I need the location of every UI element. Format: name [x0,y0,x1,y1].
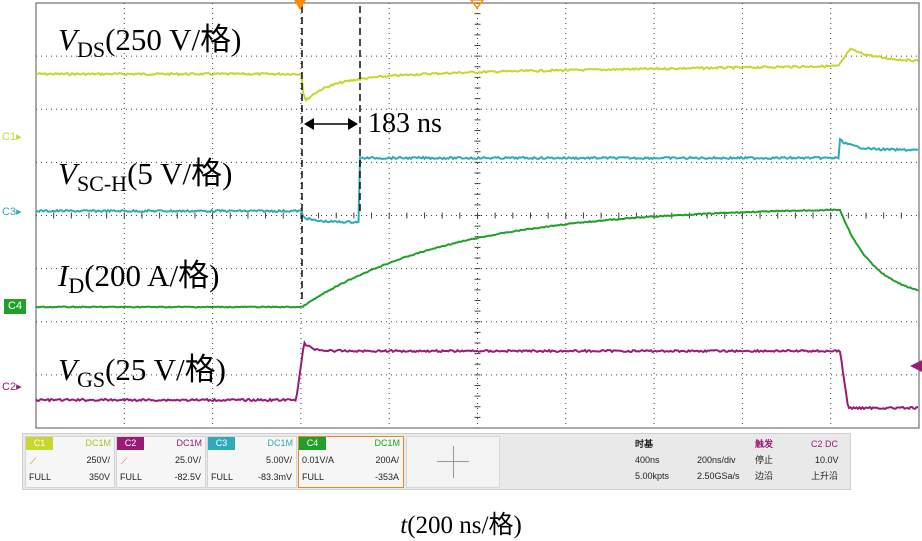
vsch-label: VSC-H(5 V/格) [58,156,233,196]
delay-label: 183 ns [368,108,442,139]
status-bar: C1 DC1M ⟋ 250V/ FULL 350V C2 DC1M ⟋ 25.0… [22,433,851,490]
ch4-offset: -353A [374,472,399,482]
delay-arrowhead-left [304,118,314,130]
ch3-scale: 5.00V/ [265,455,292,465]
ch2-slope-icon: ⟋ [121,456,128,466]
trigger-type: 边沿 [755,471,774,481]
ch4-info[interactable]: C4 DC1M 0.01V/A 200A/ FULL -353A [298,436,404,488]
center-marker-icon [470,0,484,10]
ch4-probe: 0.01V/A [302,455,335,465]
ch4-marker[interactable]: C4 [4,299,27,314]
vgs-trace [35,340,919,411]
ch4-tag: C4 [299,437,326,450]
trigger-state: 停止 [755,455,774,465]
add-channel-button[interactable] [406,436,500,488]
ch1-scale: 250V/ [86,455,110,465]
timebase-delay: 400ns [635,455,660,465]
ch2-marker[interactable]: C2▸ [2,381,22,393]
scope-display: VDS(250 V/格) VSC-H(5 V/格) ID(200 A/格) VG… [2,0,922,429]
trigger-source: C2 DC [811,439,839,449]
ch4-scale: 200A/ [375,455,399,465]
ch3-marker[interactable]: C3▸ [2,206,22,218]
ch3-tag: C3 [208,437,235,450]
trigger-position-icon [294,0,306,10]
ch4-mode: FULL [302,472,325,482]
ch1-marker[interactable]: C1▸ [2,131,22,143]
timebase-trigger-panel[interactable]: 时基 400ns 200ns/div 5.00kpts 2.50GSa/s 触发… [631,436,846,486]
plus-icon-v [453,446,454,478]
ch3-mode: FULL [211,472,234,482]
ch2-tag: C2 [117,437,144,450]
ch1-mode: FULL [29,472,52,482]
vds-trace [35,47,919,103]
timebase-rate: 2.50GSa/s [697,471,740,481]
ch4-coupling: DC1M [374,438,400,448]
ch1-offset: 350V [88,472,110,482]
timebase-title: 时基 [635,439,654,449]
ch3-coupling: DC1M [267,438,293,448]
ch2-info[interactable]: C2 DC1M ⟋ 25.0V/ FULL -82.5V [116,436,206,488]
vsch-trace [35,137,919,224]
x-axis-label: t(200 ns/格) [400,512,522,539]
ch2-offset: -82.5V [174,472,201,482]
timebase-points: 5.00kpts [635,471,670,481]
ch2-mode: FULL [120,472,143,482]
trigger-level-icon [910,360,922,372]
trigger-level: 10.0V [815,455,839,465]
ch2-scale: 25.0V/ [174,455,201,465]
id-label: ID(200 A/格) [58,258,220,298]
ch1-tag: C1 [26,437,53,450]
ch3-info[interactable]: C3 DC1M 5.00V/ FULL -83.3mV [207,436,297,488]
vgs-label: VGS(25 V/格) [58,352,226,392]
delay-arrowhead-right [348,118,358,130]
id-trace [35,208,919,309]
trigger-title: 触发 [755,439,774,449]
ch1-info[interactable]: C1 DC1M ⟋ 250V/ FULL 350V [25,436,115,488]
timebase-scale: 200ns/div [697,455,736,465]
vds-label: VDS(250 V/格) [58,22,242,62]
ch1-slope-icon: ⟋ [30,456,37,466]
trigger-slope: 上升沿 [811,471,839,481]
ch1-coupling: DC1M [85,438,111,448]
waveform-area [35,0,922,429]
ch3-offset: -83.3mV [257,472,292,482]
ch2-coupling: DC1M [176,438,202,448]
